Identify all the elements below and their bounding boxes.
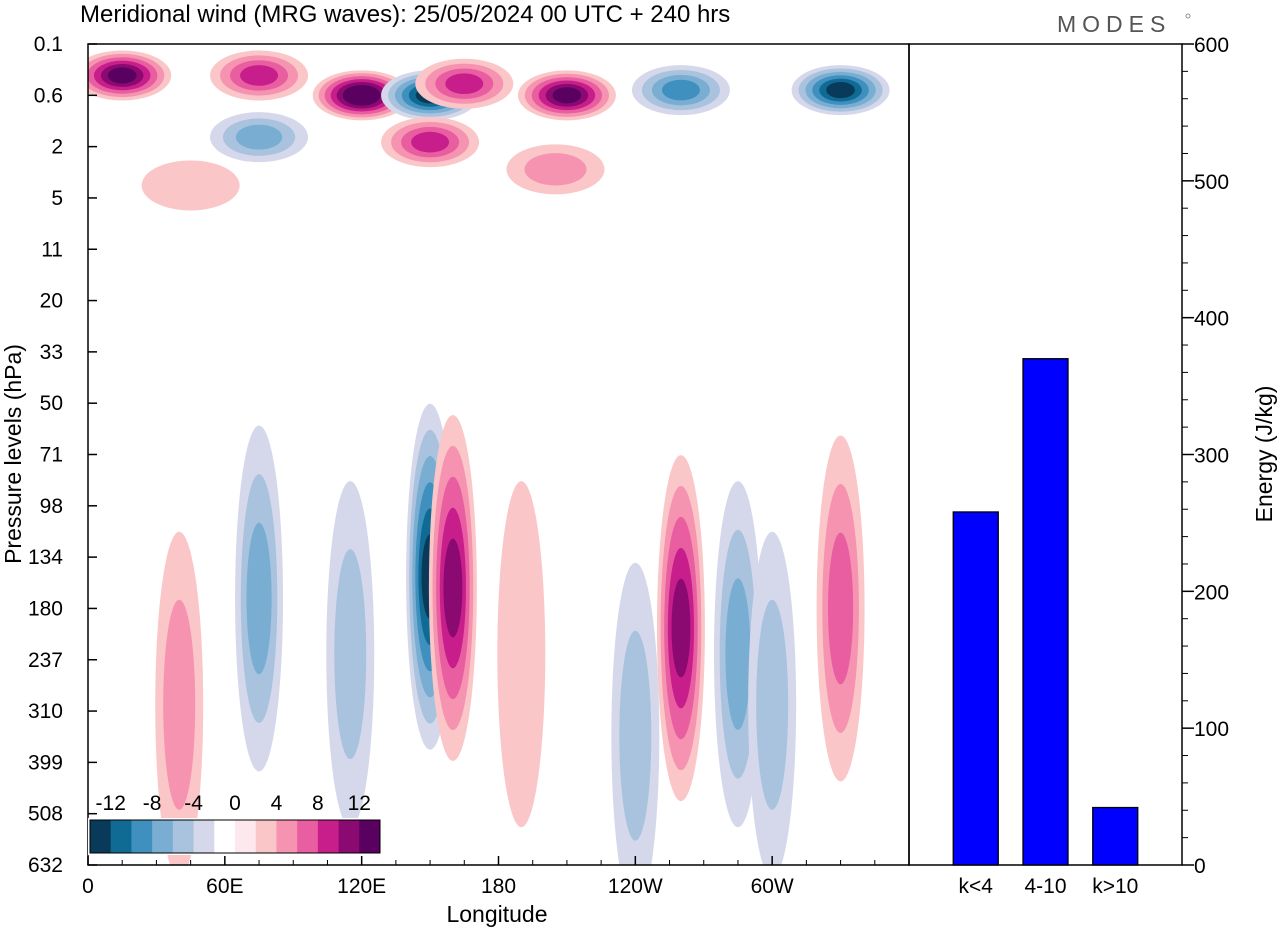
wind-contour: [661, 79, 700, 101]
wind-contour: [445, 73, 484, 95]
wind-contour: [725, 578, 751, 731]
wind-contour: [411, 131, 450, 153]
wind-contour: [107, 67, 137, 84]
wind-contour: [619, 630, 652, 841]
y-tick-label: 20: [40, 290, 63, 313]
energy-bar: [1092, 806, 1139, 866]
x-tick-label: 60W: [751, 875, 794, 898]
wind-contour: [334, 549, 367, 760]
colorbar-swatch: [90, 820, 112, 853]
y-tick-label: 0.1: [34, 33, 63, 56]
y-tick-label: 180: [28, 597, 63, 620]
colorbar-swatch: [317, 820, 339, 853]
energy-tick-label: 100: [1194, 718, 1229, 741]
energy-tick-label: 400: [1194, 308, 1229, 331]
colorbar-label: -12: [96, 792, 126, 815]
energy-bar: [1022, 358, 1069, 866]
wind-contour: [552, 87, 582, 104]
wind-contour: [671, 578, 691, 678]
colorbar-label: 0: [229, 792, 241, 815]
colorbar-swatch: [255, 820, 277, 853]
y-tick-label: 237: [28, 649, 63, 672]
y-axis-right: 0 100 200 300 400 500 600: [1182, 34, 1229, 878]
colorbar-swatch: [297, 820, 319, 853]
y-axis-label: Pressure levels (hPa): [0, 344, 26, 564]
energy-tick-label: 0: [1194, 855, 1206, 878]
wind-field: [88, 50, 890, 865]
energy-tick-label: 500: [1194, 171, 1229, 194]
colorbar-swatch: [338, 820, 360, 853]
x-axis-label: Longitude: [446, 901, 547, 927]
colorbar-swatch: [152, 820, 174, 853]
wind-contour: [524, 153, 587, 186]
colorbar-label: -4: [184, 792, 203, 815]
wind-contour: [497, 481, 546, 828]
energy-bar: [952, 511, 999, 866]
energy-axis-label: Energy (J/kg): [1251, 386, 1277, 523]
y-tick-label: 33: [40, 341, 63, 364]
colorbar-swatch: [276, 820, 298, 853]
y-tick-label: 310: [28, 700, 63, 723]
colorbar-label: 12: [348, 792, 371, 815]
y-tick-label: 11: [41, 238, 63, 261]
x-tick-label: 60E: [206, 875, 243, 898]
y-tick-label: 134: [28, 546, 63, 569]
colorbar-frame: [89, 819, 381, 854]
colorbar-swatch: [110, 820, 132, 853]
wind-contour: [443, 538, 463, 638]
energy-tick-label: 200: [1194, 581, 1229, 604]
y-axis-left: 0.1 0.6 2 5 11 20 33 50 71 98 134 180 237 310 399 508 63…: [28, 33, 97, 877]
wind-contour: [348, 87, 375, 103]
wind-contour: [756, 599, 789, 810]
bar-category-label: k>10: [1092, 875, 1138, 898]
colorbar-label: 4: [271, 792, 283, 815]
wind-contour: [246, 522, 272, 675]
colorbar-swatch: [359, 820, 381, 853]
wind-contour: [828, 532, 854, 685]
x-tick-label: 0: [82, 875, 94, 898]
x-tick-label: 120W: [608, 875, 663, 898]
colorbar-label: -8: [143, 792, 162, 815]
y-tick-label: 508: [28, 803, 63, 826]
colorbar-swatch: [172, 820, 194, 853]
y-tick-label: 0.6: [34, 84, 63, 107]
colorbar-label: 8: [312, 792, 324, 815]
x-tick-label: 120E: [337, 875, 386, 898]
energy-bars: k<4 4-10 k>10: [952, 358, 1139, 898]
y-tick-label: 98: [40, 495, 63, 518]
wind-contour: [826, 82, 855, 99]
bar-category-label: 4-10: [1024, 875, 1066, 898]
modes-logo: MODES: [1057, 11, 1171, 37]
colorbar-swatch: [235, 820, 257, 853]
registered-icon: [1185, 13, 1191, 19]
y-tick-label: 399: [28, 751, 63, 774]
y-tick-label: 50: [40, 392, 63, 415]
wind-contour: [240, 65, 279, 86]
y-tick-label: 2: [51, 136, 63, 159]
colorbar-swatch: [214, 820, 236, 853]
y-tick-label: 71: [40, 444, 63, 467]
wind-contour: [235, 124, 283, 150]
colorbar: -12 -8 -4 0 4 8 12: [88, 792, 382, 855]
colorbar-swatch: [131, 820, 153, 853]
bar-category-label: k<4: [959, 875, 994, 898]
wind-contour: [163, 599, 196, 810]
chart-title: Meridional wind (MRG waves): 25/05/2024 …: [80, 1, 730, 28]
colorbar-swatch: [193, 820, 215, 853]
wind-contour: [141, 160, 240, 211]
y-tick-label: 5: [51, 187, 63, 210]
x-tick-label: 180: [481, 875, 516, 898]
energy-tick-label: 300: [1194, 445, 1229, 468]
y-tick-label: 632: [28, 854, 63, 877]
x-axis: 0 60E 120E 180 120W 60W: [82, 856, 876, 898]
energy-tick-label: 600: [1194, 34, 1229, 57]
